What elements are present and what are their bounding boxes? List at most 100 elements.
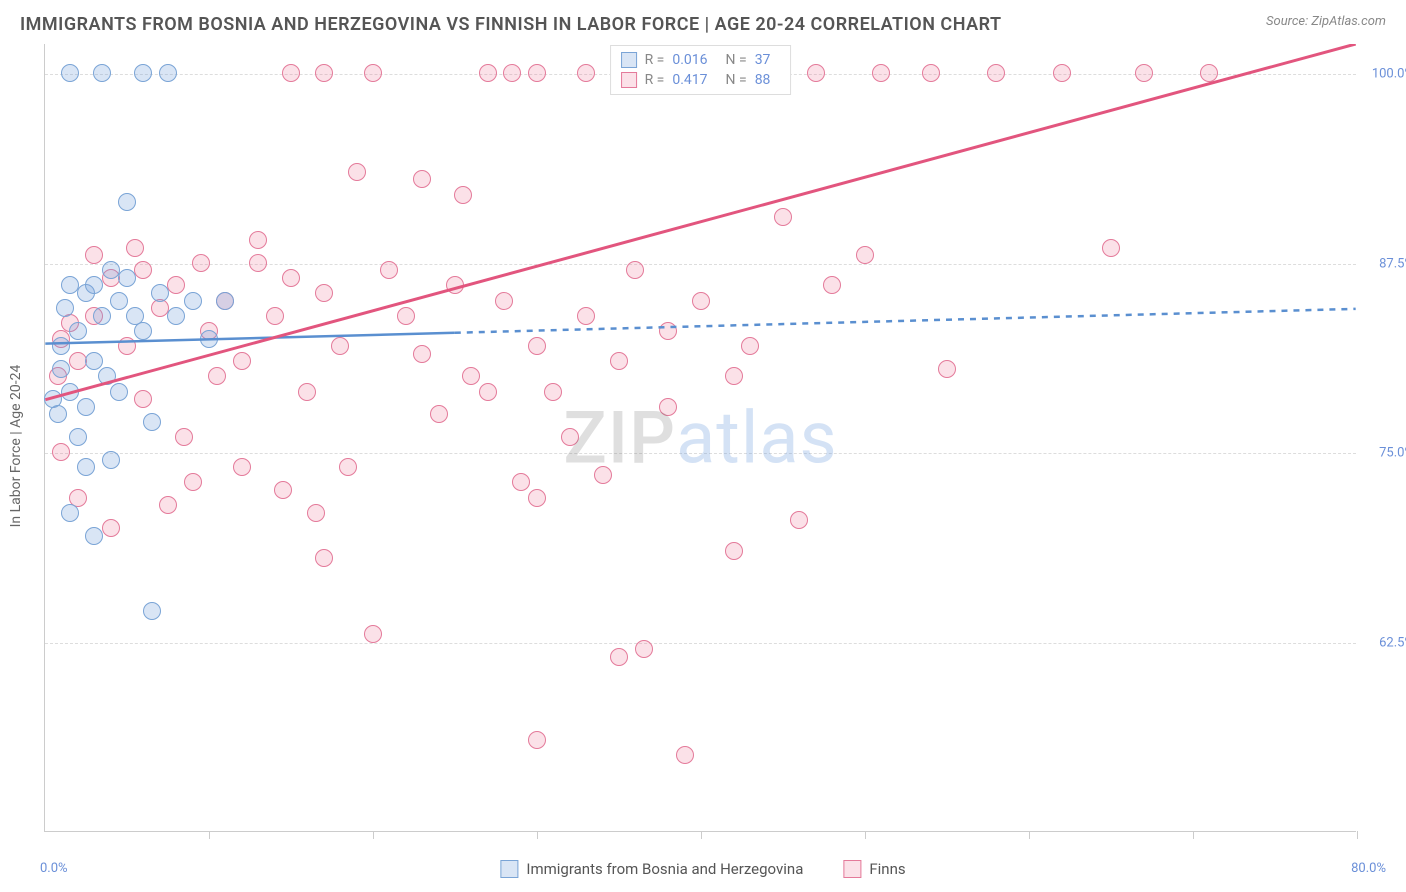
n-label: N = (726, 52, 747, 68)
data-point-bosnia (85, 276, 103, 294)
data-point-bosnia (85, 527, 103, 545)
trend-line-bosnia (45, 333, 454, 344)
data-point-bosnia (61, 383, 79, 401)
legend-row-bosnia: R = 0.016 N = 37 (621, 50, 781, 70)
data-point-finns (282, 269, 300, 287)
data-point-finns (577, 307, 595, 325)
data-point-bosnia (110, 383, 128, 401)
data-point-finns (561, 428, 579, 446)
data-point-finns (52, 443, 70, 461)
data-point-finns (192, 254, 210, 272)
data-point-finns (872, 64, 890, 82)
data-point-bosnia (118, 193, 136, 211)
data-point-finns (1200, 64, 1218, 82)
data-point-bosnia (159, 64, 177, 82)
data-point-finns (528, 337, 546, 355)
data-point-finns (298, 383, 316, 401)
data-point-finns (184, 473, 202, 491)
data-point-finns (315, 64, 333, 82)
y-tick-label: 87.5% (1379, 256, 1406, 271)
data-point-bosnia (167, 307, 185, 325)
x-tick (373, 831, 374, 839)
data-point-finns (922, 64, 940, 82)
y-tick-label: 62.5% (1379, 635, 1406, 650)
data-point-finns (1135, 64, 1153, 82)
data-point-bosnia (77, 458, 95, 476)
data-point-finns (159, 496, 177, 514)
data-point-finns (495, 292, 513, 310)
legend-swatch-bosnia (500, 860, 518, 878)
data-point-finns (479, 64, 497, 82)
data-point-finns (233, 352, 251, 370)
n-value-bosnia: 37 (755, 52, 771, 68)
data-point-finns (692, 292, 710, 310)
data-point-bosnia (134, 322, 152, 340)
data-point-finns (938, 360, 956, 378)
data-point-bosnia (61, 276, 79, 294)
n-value-finns: 88 (755, 72, 771, 88)
data-point-finns (233, 458, 251, 476)
data-point-finns (307, 504, 325, 522)
data-point-bosnia (61, 64, 79, 82)
data-point-bosnia (69, 322, 87, 340)
data-point-finns (348, 163, 366, 181)
data-point-bosnia (102, 451, 120, 469)
x-axis-max-label: 80.0% (1351, 861, 1386, 876)
legend-swatch-finns (843, 860, 861, 878)
data-point-bosnia (52, 360, 70, 378)
data-point-finns (610, 352, 628, 370)
data-point-finns (594, 466, 612, 484)
data-point-finns (331, 337, 349, 355)
legend-label-finns: Finns (869, 860, 905, 878)
gridline-h (45, 264, 1356, 265)
data-point-finns (659, 398, 677, 416)
legend-label-bosnia: Immigrants from Bosnia and Herzegovina (526, 860, 803, 878)
data-point-finns (856, 246, 874, 264)
chart-plot-area: ZIPatlas R = 0.016 N = 37 R = 0.417 N = … (44, 44, 1356, 832)
legend-item-finns: Finns (843, 860, 905, 878)
legend-item-bosnia: Immigrants from Bosnia and Herzegovina (500, 860, 803, 878)
data-point-finns (610, 648, 628, 666)
trend-lines-layer (45, 44, 1356, 831)
x-tick (1193, 831, 1194, 839)
data-point-finns (1102, 239, 1120, 257)
data-point-finns (725, 367, 743, 385)
data-point-bosnia (61, 504, 79, 522)
data-point-bosnia (52, 337, 70, 355)
data-point-bosnia (143, 413, 161, 431)
data-point-finns (118, 337, 136, 355)
data-point-bosnia (102, 261, 120, 279)
x-tick (1029, 831, 1030, 839)
data-point-finns (167, 276, 185, 294)
data-point-bosnia (134, 64, 152, 82)
data-point-bosnia (143, 602, 161, 620)
data-point-finns (446, 276, 464, 294)
data-point-bosnia (85, 352, 103, 370)
data-point-finns (454, 186, 472, 204)
legend-swatch-bosnia (621, 52, 637, 68)
y-tick-label: 100.0% (1372, 67, 1406, 82)
data-point-finns (790, 511, 808, 529)
data-point-finns (635, 640, 653, 658)
data-point-finns (987, 64, 1005, 82)
x-axis-min-label: 0.0% (40, 861, 68, 876)
data-point-finns (134, 390, 152, 408)
data-point-bosnia (49, 405, 67, 423)
r-value-finns: 0.417 (672, 72, 707, 88)
x-tick (1357, 831, 1358, 839)
data-point-bosnia (93, 307, 111, 325)
data-point-finns (823, 276, 841, 294)
data-point-finns (774, 208, 792, 226)
data-point-finns (315, 549, 333, 567)
data-point-finns (528, 64, 546, 82)
gridline-h (45, 453, 1356, 454)
data-point-bosnia (200, 330, 218, 348)
data-point-finns (1053, 64, 1071, 82)
data-point-finns (364, 64, 382, 82)
data-point-bosnia (77, 398, 95, 416)
x-tick (209, 831, 210, 839)
data-point-finns (397, 307, 415, 325)
data-point-bosnia (56, 299, 74, 317)
data-point-finns (266, 307, 284, 325)
data-point-finns (126, 239, 144, 257)
